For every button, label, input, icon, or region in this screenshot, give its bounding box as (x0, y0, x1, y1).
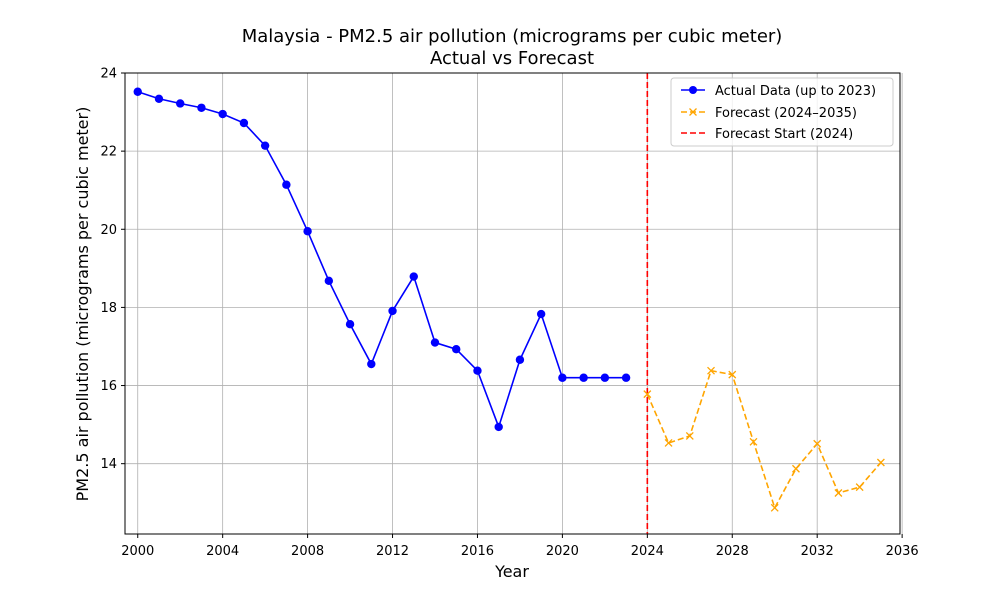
y-tick-label: 16 (100, 379, 117, 394)
legend-forecast-label: Forecast (2024–2035) (715, 106, 857, 121)
forecast-data-point (728, 370, 737, 379)
x-tick-label: 2004 (206, 544, 239, 559)
series-layer (133, 87, 885, 512)
forecast-series-line (646, 369, 882, 510)
forecast-data-point (707, 366, 715, 375)
actual-data-point (452, 345, 461, 354)
x-tick-label: 2032 (801, 544, 834, 559)
forecast-data-point (876, 458, 885, 467)
actual-data-point (536, 309, 546, 319)
actual-data-point (367, 359, 376, 369)
forecast-data-point (855, 483, 864, 492)
actual-data-point (558, 373, 567, 382)
forecast-data-point (813, 439, 822, 448)
plot-frame (124, 72, 901, 535)
actual-data-point (494, 422, 503, 432)
forecast-data-point (685, 431, 694, 440)
actual-data-point (133, 87, 142, 96)
actual-data-point (197, 103, 206, 112)
actual-data-point (303, 227, 312, 236)
actual-data-point (218, 109, 227, 119)
forecast-data-point (749, 437, 758, 446)
legend-box (670, 77, 894, 147)
legend-actual-label: Actual Data (up to 2023) (715, 84, 876, 99)
actual-data-point (600, 373, 610, 382)
actual-data-point (579, 373, 588, 382)
legend-item-forecast: Forecast (2024–2035) (681, 106, 857, 121)
forecast-data-point (643, 390, 652, 399)
actual-data-point (154, 94, 164, 103)
y-tick-label: 24 (100, 67, 117, 82)
legend-actual-marker (689, 86, 697, 94)
x-tick-label: 2008 (291, 544, 324, 559)
actual-data-point (282, 180, 291, 189)
x-tick-label: 2020 (546, 544, 579, 559)
y-axis-label: PM2.5 air pollution (micrograms per cubi… (73, 107, 92, 502)
actual-data-point (388, 306, 397, 316)
y-tick-label: 14 (100, 457, 117, 472)
legend-forecast-marker (689, 108, 697, 116)
y-tick-label: 22 (100, 145, 117, 160)
legend-item-actual: Actual Data (up to 2023) (681, 84, 876, 99)
y-tick-label: 18 (100, 301, 117, 316)
actual-data-point (176, 99, 185, 108)
x-axis-ticks: 2000 2004 2008 2012 2016 2020 2024 2028 2032 2036 (121, 534, 919, 559)
actual-data-point (515, 355, 525, 364)
legend-forecast-start-label: Forecast Start (2024) (715, 127, 853, 142)
legend-item-forecast-start: Forecast Start (2024) (681, 127, 853, 142)
x-tick-label: 2000 (121, 544, 154, 559)
y-tick-label: 20 (100, 223, 117, 238)
actual-data-point (345, 320, 355, 329)
forecast-data-point (664, 439, 673, 447)
forecast-data-point (791, 464, 800, 473)
grid (125, 72, 903, 534)
actual-data-point (409, 272, 418, 281)
actual-data-point (430, 338, 440, 347)
actual-series-line (137, 90, 627, 430)
x-tick-label: 2028 (716, 544, 749, 559)
x-tick-label: 2024 (631, 544, 664, 559)
x-tick-label: 2012 (376, 544, 409, 559)
forecast-data-point (770, 503, 779, 512)
x-tick-label: 2036 (886, 544, 919, 559)
actual-data-point (324, 276, 334, 286)
actual-data-point (621, 373, 631, 382)
legend: Actual Data (up to 2023) Forecast (2024–… (670, 77, 894, 147)
x-axis-label: Year (494, 562, 529, 581)
forecast-data-point (834, 489, 843, 497)
chart-subtitle: Actual vs Forecast (430, 48, 594, 69)
actual-data-point (260, 141, 270, 150)
actual-data-point (239, 118, 249, 128)
actual-data-point (473, 366, 482, 375)
x-tick-label: 2016 (461, 544, 494, 559)
y-axis-ticks: 14 16 18 20 22 24 (100, 67, 125, 472)
chart-title: Malaysia - PM2.5 air pollution (microgra… (242, 26, 783, 47)
